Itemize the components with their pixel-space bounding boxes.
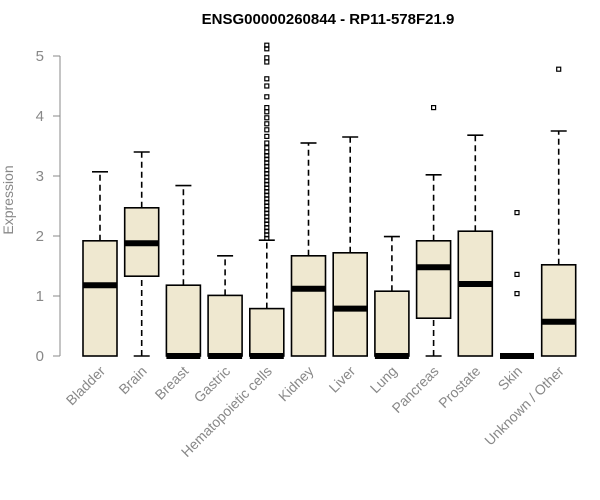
box-body bbox=[165, 284, 202, 357]
chart-title: ENSG00000260844 - RP11-578F21.9 bbox=[202, 11, 455, 28]
y-tick-label: 2 bbox=[36, 228, 44, 245]
box-pancreas bbox=[415, 104, 452, 357]
y-ticks: 0 1 2 3 4 5 bbox=[36, 48, 60, 365]
y-tick-label: 0 bbox=[36, 348, 44, 365]
outlier-point bbox=[514, 271, 520, 277]
box-hematopoietic-cells bbox=[249, 42, 285, 359]
box-brain bbox=[123, 151, 160, 357]
outlier-point bbox=[264, 94, 270, 100]
box-prostate bbox=[457, 134, 494, 357]
y-tick-label: 5 bbox=[36, 48, 44, 65]
box-gastric bbox=[207, 255, 243, 359]
outlier-point bbox=[264, 59, 270, 65]
x-tick-label: Kidney bbox=[275, 363, 317, 405]
box-lung bbox=[374, 235, 410, 359]
outlier-point bbox=[264, 133, 270, 139]
x-tick-label: Lung bbox=[367, 363, 400, 396]
x-tick-label: Bladder bbox=[63, 363, 109, 409]
box-body bbox=[207, 294, 243, 357]
box-body bbox=[457, 230, 494, 357]
box-body bbox=[290, 255, 327, 357]
outlier-point bbox=[264, 83, 270, 89]
y-axis-label: Expression bbox=[0, 165, 16, 234]
box-body bbox=[415, 240, 452, 320]
x-tick-label: Brain bbox=[115, 363, 149, 397]
x-tick-label: Unknown / Other bbox=[481, 363, 567, 449]
box-body bbox=[82, 240, 118, 357]
box-liver bbox=[332, 136, 369, 357]
y-tick-label: 3 bbox=[36, 168, 44, 185]
box-skin bbox=[500, 210, 534, 359]
box-breast bbox=[165, 184, 202, 359]
x-tick-label: Breast bbox=[152, 363, 192, 403]
outlier-point bbox=[264, 104, 270, 111]
outlier-point bbox=[556, 66, 562, 72]
box-bladder bbox=[82, 171, 118, 357]
outlier-point bbox=[264, 145, 270, 151]
x-tick-label: Prostate bbox=[435, 363, 483, 411]
outlier-point bbox=[264, 140, 270, 146]
box-unknown-other bbox=[540, 66, 577, 357]
x-tick-label: Skin bbox=[495, 363, 526, 394]
box-body bbox=[332, 252, 369, 357]
outlier-point bbox=[431, 104, 437, 111]
boxes bbox=[82, 42, 577, 359]
outlier-point bbox=[264, 127, 270, 133]
box-kidney bbox=[290, 142, 327, 357]
outlier-point bbox=[264, 109, 270, 115]
y-tick-label: 4 bbox=[36, 108, 44, 125]
outlier-point bbox=[264, 42, 270, 48]
outlier-point bbox=[264, 76, 270, 82]
box-body bbox=[249, 307, 285, 357]
outlier-point bbox=[264, 115, 270, 121]
x-tick-label: Liver bbox=[326, 363, 359, 396]
y-tick-label: 1 bbox=[36, 288, 44, 305]
outlier-point bbox=[264, 55, 270, 61]
outlier-point bbox=[514, 210, 520, 216]
outlier-point bbox=[264, 121, 270, 127]
outlier-point bbox=[514, 291, 520, 297]
box-body bbox=[374, 290, 410, 357]
box-body bbox=[540, 263, 577, 357]
